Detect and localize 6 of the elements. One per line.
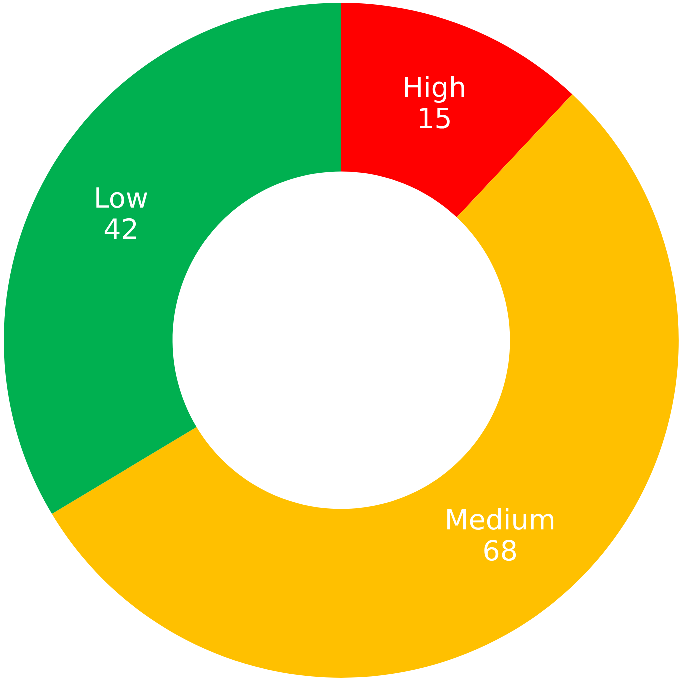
slice-label: High — [405, 76, 464, 104]
data-label: 68 — [484, 540, 516, 562]
data-label: 42 — [104, 218, 136, 240]
data-label: 15 — [420, 108, 450, 129]
slice-label: Low — [96, 188, 148, 208]
slice-label: Medium — [448, 508, 554, 530]
